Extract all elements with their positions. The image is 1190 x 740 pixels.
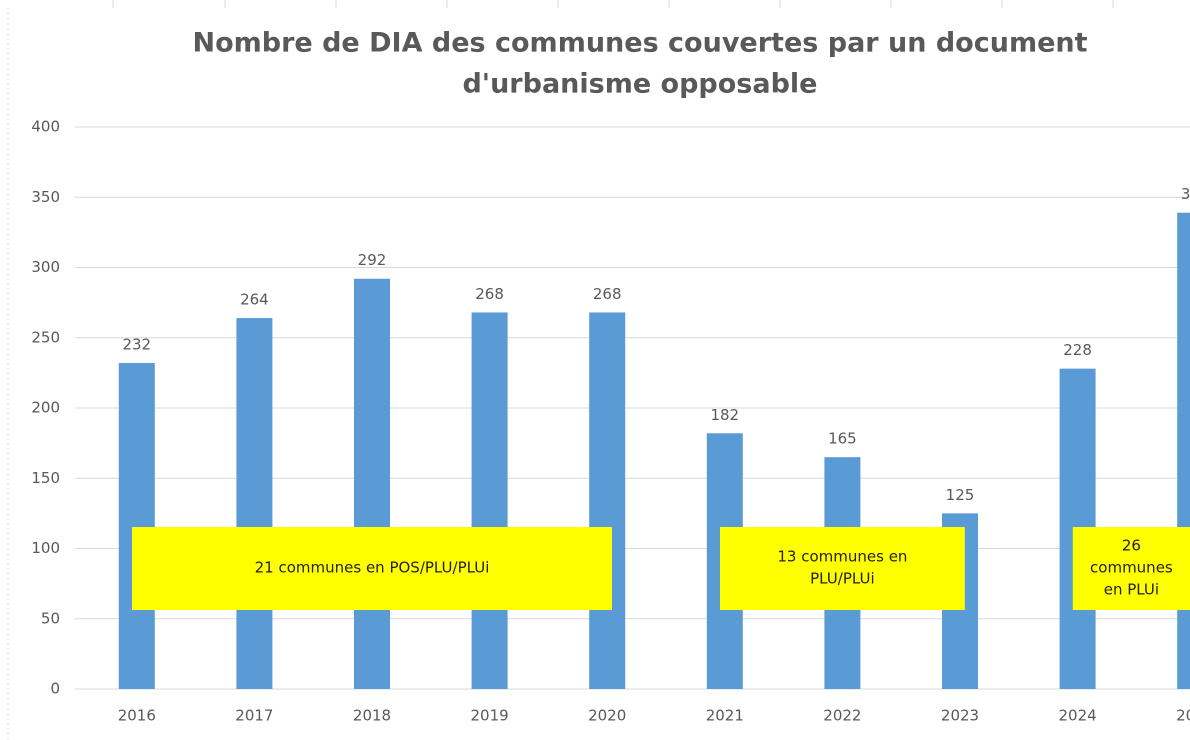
annotation-text: en PLUi [1104,581,1159,599]
data-label: 125 [946,486,975,504]
data-label: 292 [358,251,387,269]
y-tick-label: 50 [41,609,60,627]
data-label: 232 [122,336,151,354]
bar [236,318,273,689]
annotation-text: 26 [1122,537,1141,555]
bar [589,312,626,689]
x-tick-label: 2020 [588,707,626,725]
y-tick-label: 400 [31,118,60,136]
annotation-text: communes [1090,559,1173,577]
x-tick-label: 2025 [1176,707,1190,725]
x-tick-label: 2023 [941,707,979,725]
y-tick-label: 0 [50,680,60,698]
bar [1177,212,1190,689]
sheet-gridlines [7,0,1114,740]
y-tick-label: 250 [31,328,60,346]
data-label: 268 [475,285,504,303]
annotation-box [132,527,612,610]
chart-title: d'urbanisme opposable [462,69,817,100]
data-label: 264 [240,291,269,309]
data-label: 268 [593,285,622,303]
annotation-text: 21 communes en POS/PLU/PLUi [255,559,490,577]
y-tick-label: 100 [31,539,60,557]
bar [118,363,155,689]
chart-title: Nombre de DIA des communes couvertes par… [192,28,1087,59]
y-tick-label: 150 [31,469,60,487]
annotation-box [720,527,965,610]
data-label: 339 [1181,185,1190,203]
data-label: 228 [1063,341,1092,359]
x-tick-label: 2018 [353,707,391,725]
bar [471,312,508,689]
data-label: 165 [828,430,857,448]
y-tick-label: 350 [31,188,60,206]
annotation-box [1072,527,1190,610]
annotation-text: PLU/PLUi [810,570,875,588]
bar [354,278,390,689]
x-tick-label: 2022 [823,707,861,725]
y-tick-label: 300 [31,258,60,276]
x-tick-label: 2016 [118,707,156,725]
x-tick-label: 2019 [471,707,509,725]
x-tick-label: 2021 [706,707,744,725]
x-tick-label: 2024 [1059,707,1097,725]
data-label: 182 [710,406,739,424]
annotation-text: 13 communes en [777,548,907,566]
y-tick-label: 200 [31,399,60,417]
x-tick-label: 2017 [235,707,273,725]
